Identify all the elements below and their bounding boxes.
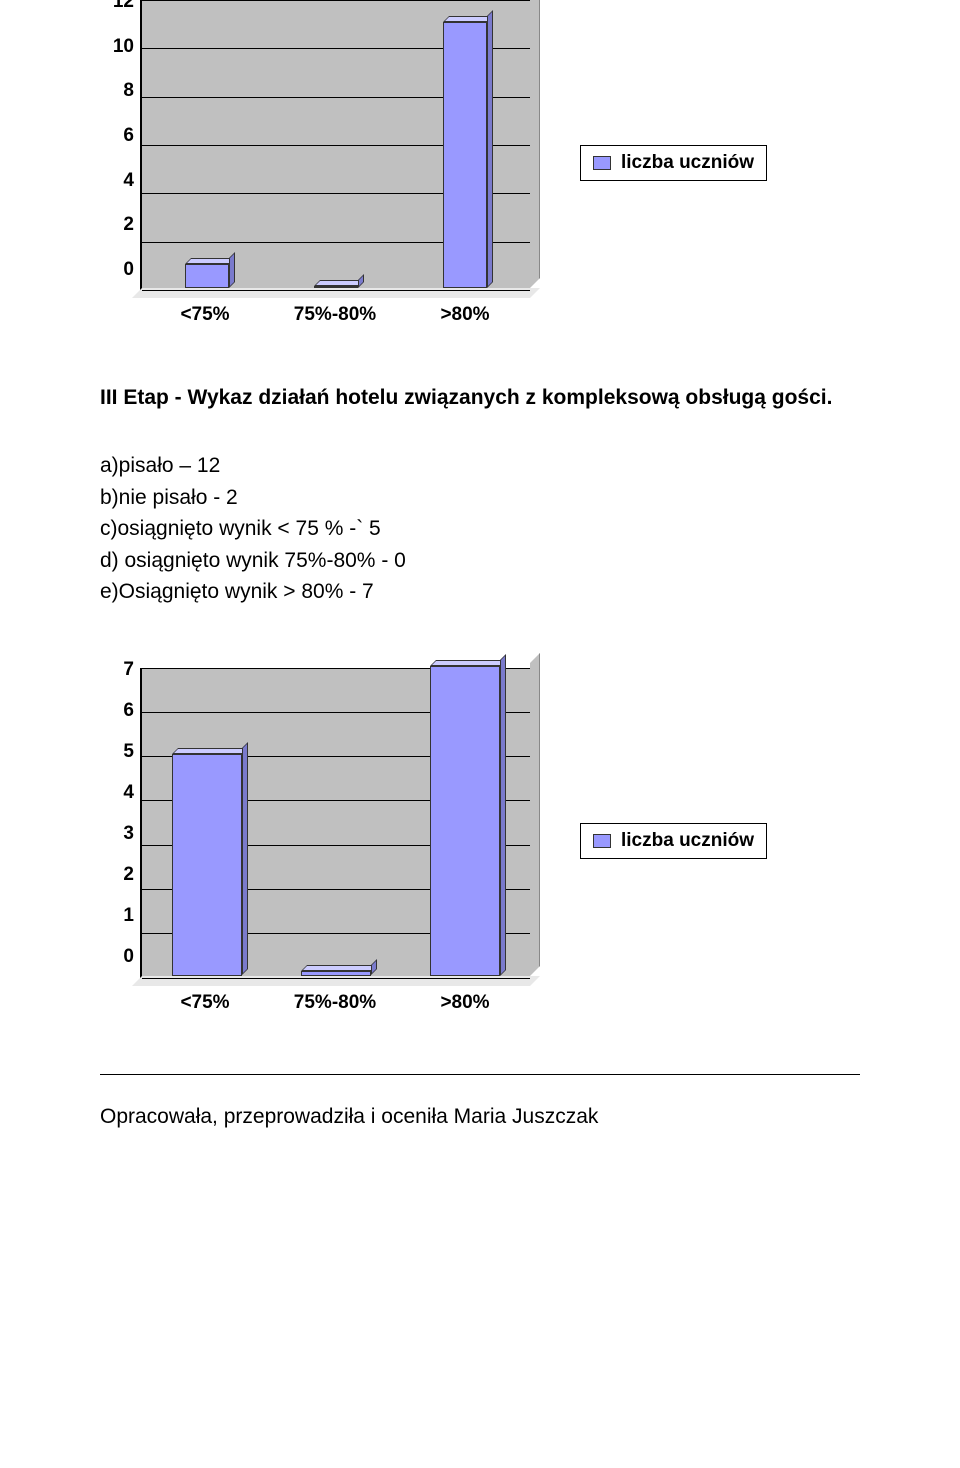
stats-block: a)pisało – 12 b)nie pisało - 2 c)osiągni… — [100, 450, 860, 608]
bar-front — [443, 22, 487, 288]
y-axis-labels: 7 6 5 4 3 2 1 0 — [100, 659, 134, 969]
bar-side — [358, 274, 364, 288]
legend-label: liczba uczniów — [621, 152, 754, 174]
stat-b: b)nie pisało - 2 — [100, 482, 860, 514]
plot-sidewall — [530, 0, 540, 288]
x-axis-labels: <75%75%-80%>80% — [140, 304, 530, 326]
x-tick-label: 75%-80% — [270, 992, 400, 1014]
y-tick-label: 2 — [100, 864, 134, 886]
gridline — [142, 978, 530, 979]
bar — [301, 971, 371, 975]
footer-text: Opracowała, przeprowadziła i oceniła Mar… — [100, 1105, 860, 1129]
y-axis-labels: 12 10 8 6 4 2 0 — [100, 0, 134, 281]
y-tick-label: 12 — [100, 0, 134, 13]
chart2-legend: liczba uczniów — [580, 823, 767, 859]
stat-e: e)Osiągnięto wynik > 80% - 7 — [100, 576, 860, 608]
y-tick-label: 8 — [100, 80, 134, 102]
x-tick-label: 75%-80% — [270, 304, 400, 326]
y-tick-label: 5 — [100, 741, 134, 763]
bar-side — [500, 654, 506, 976]
bar-top — [430, 660, 506, 666]
plot-sidewall — [530, 653, 540, 976]
y-tick-label: 6 — [100, 125, 134, 147]
y-tick-label: 4 — [100, 782, 134, 804]
bar-track — [142, 0, 530, 288]
bar — [443, 22, 487, 288]
x-tick-label: <75% — [140, 992, 270, 1014]
section-title: III Etap - Wykaz działań hotelu związany… — [100, 386, 860, 410]
bar-front — [430, 666, 500, 976]
y-tick-label: 4 — [100, 170, 134, 192]
y-tick-label: 7 — [100, 659, 134, 681]
bar — [172, 754, 242, 975]
chart1-row: 121086420<75%75%-80%>80% liczba uczniów — [100, 0, 860, 326]
stat-a: a)pisało – 12 — [100, 450, 860, 482]
bar-front — [185, 264, 229, 288]
y-tick-label: 10 — [100, 36, 134, 58]
plot-area — [140, 0, 530, 290]
bar-front — [172, 754, 242, 975]
legend-swatch — [593, 156, 611, 170]
y-tick-label: 2 — [100, 214, 134, 236]
bar-top — [314, 280, 364, 286]
y-tick-label: 6 — [100, 700, 134, 722]
y-tick-label: 0 — [100, 259, 134, 281]
bar-track — [142, 668, 530, 976]
stat-c: c)osiągnięto wynik < 75 % -` 5 — [100, 513, 860, 545]
bar-top — [172, 748, 248, 754]
bar — [430, 666, 500, 976]
bar — [314, 286, 358, 288]
bar-top — [185, 258, 235, 264]
x-tick-label: >80% — [400, 304, 530, 326]
gridline — [142, 290, 530, 291]
y-tick-label: 3 — [100, 823, 134, 845]
x-axis-labels: <75%75%-80%>80% — [140, 992, 530, 1014]
separator-line — [100, 1074, 860, 1075]
bar-side — [487, 10, 493, 288]
chart2: 76543210<75%75%-80%>80% — [140, 668, 530, 1014]
chart1-legend: liczba uczniów — [580, 145, 767, 181]
bar-side — [242, 742, 248, 975]
legend-label: liczba uczniów — [621, 830, 754, 852]
bar-front — [301, 971, 371, 975]
stat-d: d) osiągnięto wynik 75%-80% - 0 — [100, 545, 860, 577]
bar — [185, 264, 229, 288]
plot-area — [140, 668, 530, 978]
bar-top — [301, 965, 377, 971]
bar-side — [371, 959, 377, 975]
bar-top — [443, 16, 493, 22]
bar-side — [229, 252, 235, 288]
y-tick-label: 0 — [100, 946, 134, 968]
legend-swatch — [593, 834, 611, 848]
x-tick-label: >80% — [400, 992, 530, 1014]
x-tick-label: <75% — [140, 304, 270, 326]
y-tick-label: 1 — [100, 905, 134, 927]
chart1: 121086420<75%75%-80%>80% — [140, 0, 530, 326]
chart2-row: 76543210<75%75%-80%>80% liczba uczniów — [100, 668, 860, 1014]
